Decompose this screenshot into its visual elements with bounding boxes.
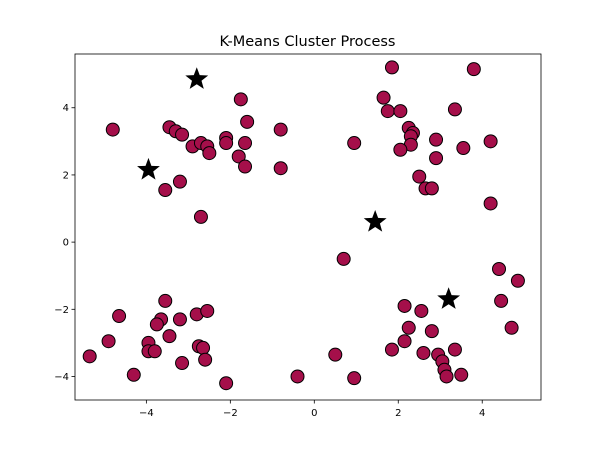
data-point <box>196 340 211 355</box>
data-point <box>397 298 412 313</box>
data-point <box>510 273 525 288</box>
data-point <box>429 151 444 166</box>
data-point <box>424 324 439 339</box>
data-point <box>466 62 481 77</box>
data-point <box>198 352 213 367</box>
data-point <box>494 293 509 308</box>
data-point <box>483 196 498 211</box>
data-point <box>240 114 255 129</box>
data-point <box>202 146 217 161</box>
x-tick-label: 4 <box>479 408 485 419</box>
data-point <box>219 136 234 151</box>
data-point <box>347 371 362 386</box>
data-point <box>454 367 469 382</box>
y-axis: −4 −2 0 2 4 <box>54 103 75 383</box>
data-point <box>429 132 444 147</box>
data-point <box>393 142 408 157</box>
data-point <box>412 169 427 184</box>
data-point <box>101 334 116 349</box>
data-point <box>273 161 288 176</box>
plot-area <box>82 60 525 391</box>
data-point <box>273 122 288 137</box>
data-point <box>105 122 120 137</box>
data-point <box>393 104 408 119</box>
data-point <box>492 261 507 276</box>
data-point <box>200 303 215 318</box>
data-point <box>328 347 343 362</box>
data-point <box>219 376 234 391</box>
data-point <box>172 312 187 327</box>
axes-frame <box>74 53 542 401</box>
x-tick-label: 0 <box>311 408 317 419</box>
centroid-star <box>437 287 461 309</box>
chart-title: K-Means Cluster Process <box>220 34 396 50</box>
data-point <box>397 334 412 349</box>
data-point <box>290 369 305 384</box>
data-point <box>439 369 454 384</box>
data-point <box>384 60 399 75</box>
centroid-star <box>185 67 209 89</box>
data-point <box>175 127 190 142</box>
data-point <box>456 141 471 156</box>
x-axis: −4 −2 0 2 4 <box>139 400 485 419</box>
y-tick-label: 2 <box>63 170 69 181</box>
data-point <box>401 320 416 335</box>
y-tick-label: −4 <box>54 372 69 383</box>
centroid-star <box>363 209 387 232</box>
data-point <box>238 136 253 151</box>
data-point <box>82 349 97 364</box>
data-point <box>376 90 391 105</box>
data-point <box>175 356 190 371</box>
data-point <box>158 183 173 198</box>
data-point <box>347 136 362 151</box>
data-point <box>112 309 127 324</box>
data-point <box>162 329 177 344</box>
data-point <box>158 293 173 308</box>
data-point <box>233 92 248 107</box>
centroid-star <box>137 157 160 180</box>
data-point <box>238 159 253 174</box>
y-tick-label: 0 <box>63 238 69 249</box>
data-point <box>447 342 462 357</box>
data-point <box>504 320 519 335</box>
data-point <box>424 181 439 196</box>
x-tick-label: 2 <box>395 408 401 419</box>
y-tick-label: −2 <box>54 305 69 316</box>
y-tick-label: 4 <box>63 103 69 114</box>
data-point <box>147 344 162 359</box>
data-point <box>414 303 429 318</box>
data-point <box>380 104 395 119</box>
data-point <box>172 174 187 189</box>
data-point <box>193 209 208 224</box>
data-point <box>384 342 399 357</box>
data-point <box>447 102 462 117</box>
data-point <box>336 251 351 266</box>
data-point <box>126 367 141 382</box>
data-point <box>149 317 164 332</box>
data-point <box>416 345 431 360</box>
x-tick-label: −2 <box>223 408 238 419</box>
data-point <box>483 134 498 149</box>
x-tick-label: −4 <box>139 408 154 419</box>
data-point <box>231 149 246 164</box>
